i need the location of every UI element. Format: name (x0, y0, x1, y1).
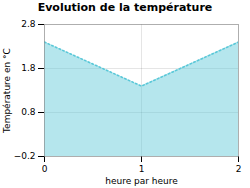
svg-text:Température en °C: Température en °C (2, 48, 12, 134)
svg-text:2: 2 (236, 164, 242, 174)
svg-text:1: 1 (139, 164, 145, 174)
svg-text:0.8: 0.8 (21, 107, 36, 117)
svg-text:heure par heure: heure par heure (105, 176, 178, 186)
svg-text:−0.2: −0.2 (14, 151, 36, 161)
svg-text:0: 0 (42, 164, 48, 174)
svg-text:2.8: 2.8 (21, 19, 36, 29)
html-text:Evolution de la température: Evolution de la température (37, 1, 213, 14)
svg-text:1.8: 1.8 (21, 63, 36, 73)
